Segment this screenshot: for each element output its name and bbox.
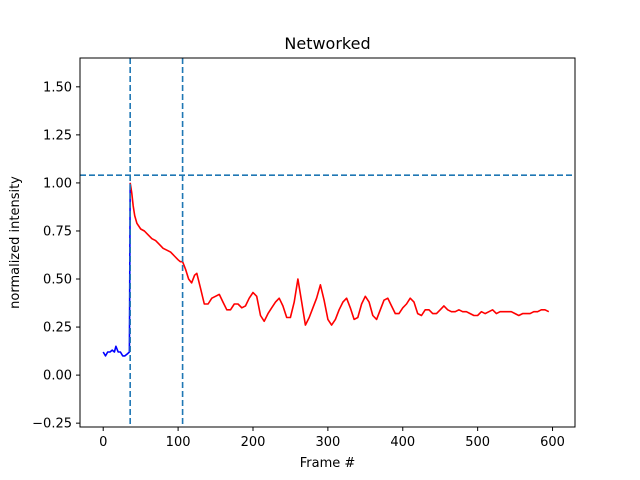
x-tick-label: 300	[315, 435, 340, 450]
x-tick-label: 400	[390, 435, 415, 450]
y-tick-label: 1.50	[43, 80, 72, 95]
x-tick-label: 500	[465, 435, 490, 450]
x-tick-label: 0	[99, 435, 107, 450]
x-axis-label: Frame #	[300, 456, 356, 471]
reference-lines	[80, 58, 575, 427]
y-tick-label: 1.00	[43, 176, 72, 191]
y-tick-label: 0.50	[43, 273, 72, 288]
x-tick-label: 200	[241, 435, 266, 450]
x-axis-ticks: 0 100 200 300 400 500 600	[99, 427, 565, 450]
series-line-2	[129, 182, 550, 326]
plot-area-frame	[79, 57, 576, 428]
y-tick-label: 1.25	[43, 128, 72, 143]
series-line-1	[102, 182, 131, 357]
y-axis-label: normalized intensity	[8, 176, 23, 309]
y-tick-label: 0.00	[43, 369, 72, 384]
x-tick-label: 100	[166, 435, 191, 450]
chart-title: Networked	[284, 34, 370, 53]
x-tick-label: 600	[540, 435, 565, 450]
series-layer	[102, 182, 550, 357]
y-tick-label: 0.75	[43, 224, 72, 239]
y-axis-ticks: −0.25 0.00 0.25 0.50 0.75 1.00 1.25 1.50	[32, 80, 80, 432]
y-tick-label: 0.25	[43, 321, 72, 336]
y-tick-label: −0.25	[32, 417, 72, 432]
